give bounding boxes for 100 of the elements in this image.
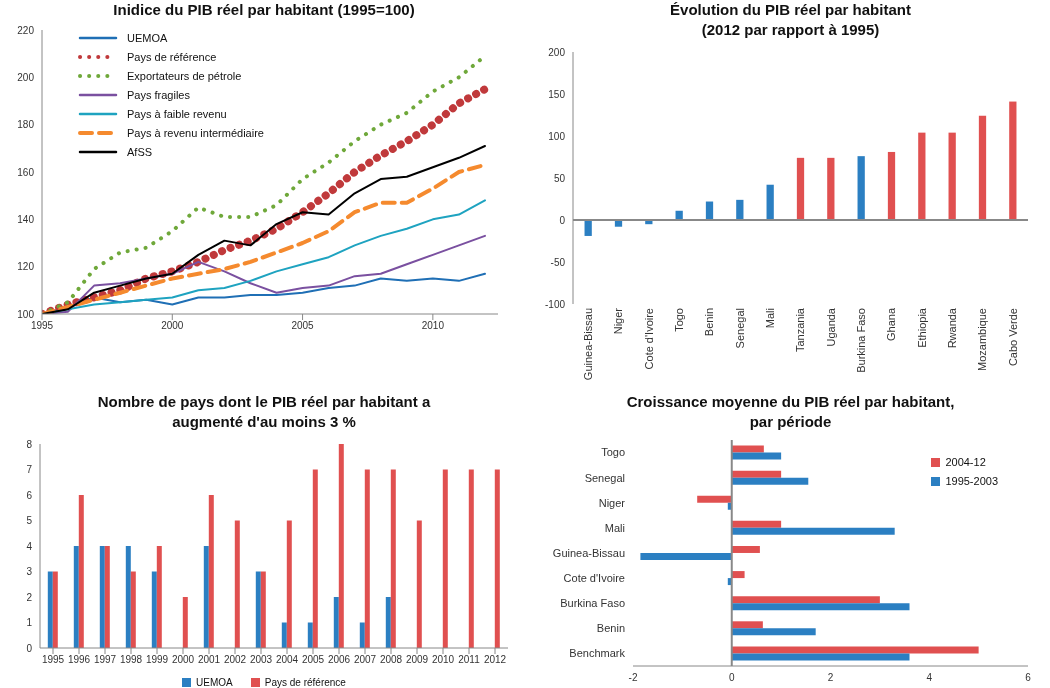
bar	[286, 520, 292, 648]
x-tick-label: 2005	[291, 320, 315, 332]
x-tick-label: Rwanda	[945, 307, 958, 349]
x-tick-label: 6	[1025, 672, 1032, 684]
y-tick-label: 4	[26, 540, 33, 552]
y-tick-label: -100	[544, 298, 566, 310]
y-tick-label: 7	[26, 464, 33, 476]
chart-title: Nombre de pays dont le PIB réel par habitant a augmenté d'au moins 3 %	[96, 392, 432, 432]
bar	[52, 571, 58, 648]
y-tick-label: 50	[553, 172, 566, 184]
y-tick-label: 100	[17, 308, 35, 320]
bar	[731, 470, 782, 478]
y-tick-label: 180	[17, 119, 35, 131]
bar	[827, 157, 835, 220]
x-tick-label: Mali	[763, 308, 776, 329]
x-tick-label: Tanzania	[794, 307, 807, 353]
bar	[78, 495, 84, 648]
bar	[948, 132, 956, 220]
bar	[640, 552, 732, 560]
bar	[978, 115, 987, 220]
bar	[333, 597, 339, 648]
bar	[99, 546, 105, 648]
x-tick-label: 2001	[197, 654, 221, 666]
legend-label: AfSS	[127, 146, 153, 158]
legend-label: UEMOA	[127, 32, 168, 44]
legend-label: Exportateurs de pétrole	[127, 70, 242, 82]
x-tick-label: 2010	[421, 320, 445, 332]
bar	[918, 132, 926, 220]
x-tick-label: Benin	[703, 308, 716, 337]
bar	[307, 622, 313, 648]
x-tick-label: 1997	[93, 654, 117, 666]
y-tick-label: 0	[26, 642, 33, 654]
legend-label: Pays fragiles	[127, 89, 190, 101]
y-tick-label: Senegal	[584, 471, 625, 484]
x-tick-label: Burkina Faso	[854, 308, 867, 373]
bar	[731, 621, 763, 629]
bar	[766, 184, 774, 220]
bar	[47, 571, 53, 648]
x-tick-label: 2011	[458, 654, 481, 666]
bar	[312, 469, 318, 648]
y-tick-label: Cote d'Ivoire	[563, 572, 625, 585]
x-tick-label: 4	[926, 672, 933, 684]
y-tick-label: 120	[17, 261, 35, 273]
y-tick-label: 2	[26, 591, 33, 603]
x-tick-label: 2	[827, 672, 834, 684]
bar	[494, 469, 500, 648]
bar	[390, 469, 396, 648]
bar	[104, 546, 110, 648]
chart-title: Évolution du PIB réel par habitant (2012 par rapport à 1995)	[669, 0, 912, 40]
bar	[385, 597, 391, 648]
x-tick-label: 1999	[145, 654, 169, 666]
x-tick-label: 2003	[249, 654, 273, 666]
x-tick-label: Mozambique	[976, 308, 989, 371]
bar	[281, 622, 287, 648]
x-tick-label: 2005	[301, 654, 325, 666]
bar	[130, 571, 136, 648]
bar	[796, 157, 805, 220]
x-tick-label: 2009	[405, 654, 429, 666]
bar	[731, 520, 782, 528]
y-tick-label: 150	[548, 88, 566, 100]
bar	[151, 571, 157, 648]
x-tick-label: 0	[728, 672, 735, 684]
bar	[731, 452, 782, 460]
y-tick-label: Mali	[604, 521, 625, 534]
legend-label: UEMOA	[196, 677, 233, 688]
legend-label: Pays à faible revenu	[127, 108, 227, 120]
legend-label: 1995-2003	[945, 475, 998, 487]
x-tick-label: Uganda	[824, 307, 837, 347]
y-tick-label: -50	[550, 256, 566, 268]
x-tick-label: 2006	[327, 654, 351, 666]
bar	[255, 571, 261, 648]
x-tick-label: 2008	[379, 654, 403, 666]
bar	[156, 546, 162, 648]
y-tick-label: 160	[17, 166, 35, 178]
y-tick-label: 1	[26, 617, 33, 629]
bar	[260, 571, 266, 648]
x-tick-label: Togo	[672, 308, 685, 332]
x-tick-label: Cabo Verde	[1006, 308, 1019, 367]
bar	[234, 520, 240, 648]
bar	[731, 571, 745, 579]
chart-title: Croissance moyenne du PIB réel par habitant, par période	[625, 392, 956, 432]
x-tick-label: 1995	[30, 320, 54, 332]
y-tick-label: 6	[26, 489, 33, 501]
x-tick-label: Ghana	[885, 307, 898, 342]
bar	[731, 545, 760, 553]
bar	[731, 628, 816, 636]
x-tick-label: -2	[628, 672, 638, 684]
y-tick-label: 3	[26, 566, 33, 578]
y-tick-label: Benchmark	[569, 647, 626, 660]
bar	[736, 199, 744, 220]
bar	[584, 220, 592, 236]
bar	[857, 156, 865, 220]
y-tick-label: 8	[26, 438, 33, 450]
y-tick-label: Guinea-Bissau	[552, 546, 625, 559]
bar	[731, 603, 910, 611]
y-tick-label: Togo	[601, 446, 625, 459]
legend-label: Pays de référence	[264, 677, 346, 688]
x-tick-label: 2012	[483, 654, 507, 666]
y-tick-label: 5	[26, 515, 33, 527]
bar	[731, 653, 910, 661]
